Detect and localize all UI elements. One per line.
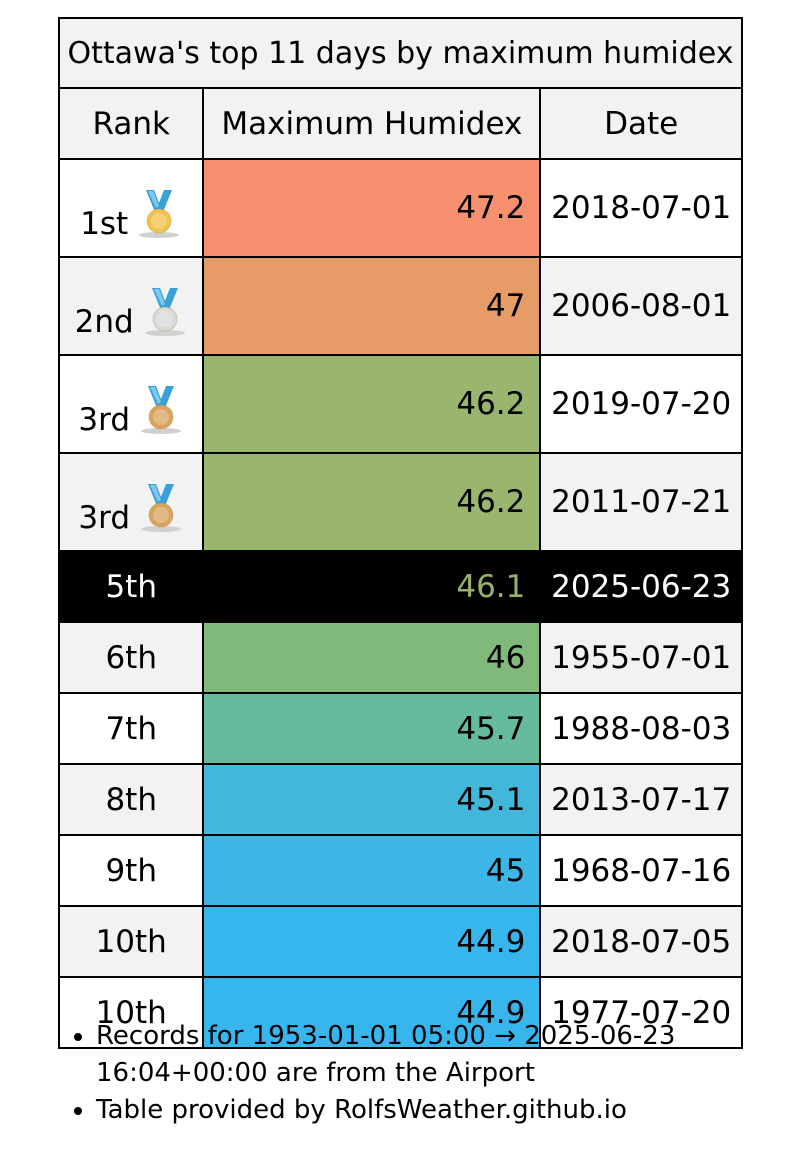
notes-list: Records for 1953-01-01 05:00 → 2025-06-2… [58, 1018, 776, 1129]
humidex-value-cell: 46.2 [202, 354, 542, 454]
rank-label: 6th [105, 639, 157, 676]
rank-label: 2nd [74, 304, 134, 340]
date-cell: 2018-07-01 [539, 158, 743, 258]
table-title: Ottawa's top 11 days by maximum humidex [58, 17, 743, 89]
date-cell: 1968-07-16 [539, 834, 743, 907]
header-max-humidex: Maximum Humidex [202, 87, 542, 160]
bronze-medal-icon [138, 482, 184, 534]
rank-cell: 7th [57, 692, 205, 765]
rank-cell: 10th [57, 905, 205, 978]
date-cell: 2013-07-17 [539, 763, 743, 836]
silver-medal-icon [142, 286, 188, 338]
bronze-medal-icon [138, 384, 184, 436]
rank-cell: 5th [57, 550, 205, 623]
rank-cell: 8th [57, 763, 205, 836]
table-row: 6th 46 1955-07-01 [57, 621, 743, 694]
date-cell: 2011-07-21 [539, 452, 743, 552]
rank-label: 5th [105, 568, 157, 605]
humidex-value-cell: 44.9 [202, 976, 542, 1049]
humidex-value-cell: 44.9 [202, 905, 542, 978]
date-cell: 2019-07-20 [539, 354, 743, 454]
date-cell: 1988-08-03 [539, 692, 743, 765]
table-row: 10th 44.9 1977-07-20 [57, 976, 743, 1049]
date-cell: 1955-07-01 [539, 621, 743, 694]
table-row: 8th 45.1 2013-07-17 [57, 763, 743, 836]
humidex-value-cell: 45.1 [202, 763, 542, 836]
rank-cell: 9th [57, 834, 205, 907]
gold-medal-icon [136, 188, 182, 240]
humidex-value-cell: 47.2 [202, 158, 542, 258]
rank-label: 10th [95, 923, 167, 960]
humidex-value-cell: 46 [202, 621, 542, 694]
table-row: 10th 44.9 2018-07-05 [57, 905, 743, 978]
date-cell: 2006-08-01 [539, 256, 743, 356]
table-body: 1st 47.2 2018-07-01 2nd 47 2006-08-01 3rd 46.2 2… [57, 158, 743, 1049]
note-records-source: Records for 1953-01-01 05:00 → 2025-06-2… [96, 1018, 776, 1092]
table-row: 3rd 46.2 2011-07-21 [57, 452, 743, 552]
rank-cell: 2nd [57, 256, 205, 356]
note-table-credit: Table provided by RolfsWeather.github.io [96, 1092, 776, 1129]
table-row: 3rd 46.2 2019-07-20 [57, 354, 743, 454]
rank-label: 3rd [78, 402, 130, 438]
header-date: Date [539, 87, 743, 160]
rank-label: 7th [105, 710, 157, 747]
rank-cell: 1st [57, 158, 205, 258]
humidex-value-cell: 47 [202, 256, 542, 356]
humidex-ranking-table: Ottawa's top 11 days by maximum humidex … [57, 17, 743, 1049]
rank-cell: 3rd [57, 354, 205, 454]
table-row: 2nd 47 2006-08-01 [57, 256, 743, 356]
rank-label: 10th [95, 994, 167, 1031]
rank-label: 1st [80, 206, 129, 242]
rank-cell: 10th [57, 976, 205, 1049]
rank-label: 9th [105, 852, 157, 889]
humidex-value-cell: 45 [202, 834, 542, 907]
date-cell: 1977-07-20 [539, 976, 743, 1049]
rank-cell: 3rd [57, 452, 205, 552]
table-row: 7th 45.7 1988-08-03 [57, 692, 743, 765]
table-row-current: 5th 46.1 2025-06-23 [57, 550, 743, 623]
humidex-value-cell: 46.2 [202, 452, 542, 552]
humidex-value-cell: 46.1 [202, 550, 542, 623]
table-row: 1st 47.2 2018-07-01 [57, 158, 743, 258]
header-rank: Rank [57, 87, 205, 160]
rank-label: 3rd [78, 500, 130, 536]
rank-cell: 6th [57, 621, 205, 694]
table-row: 9th 45 1968-07-16 [57, 834, 743, 907]
rank-label: 8th [105, 781, 157, 818]
humidex-value-cell: 45.7 [202, 692, 542, 765]
date-cell: 2025-06-23 [539, 550, 743, 623]
date-cell: 2018-07-05 [539, 905, 743, 978]
